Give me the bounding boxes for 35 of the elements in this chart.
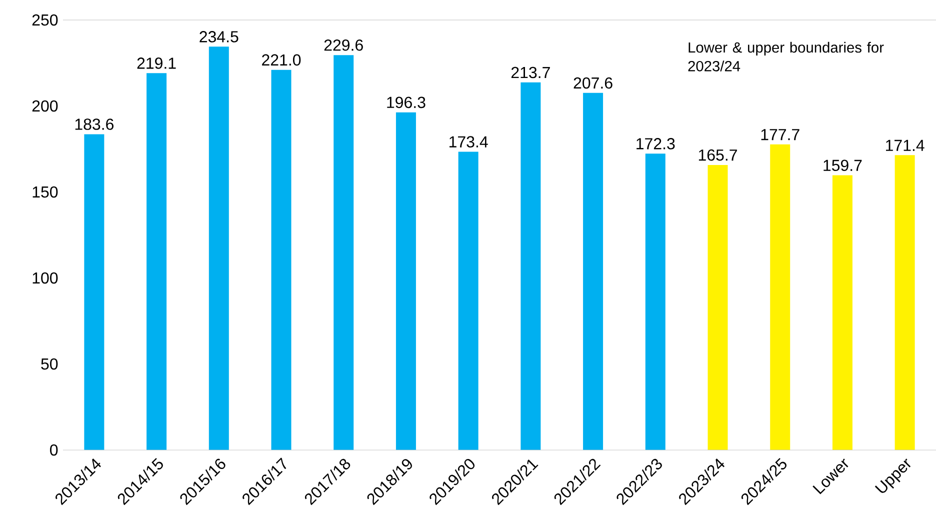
bar <box>271 70 292 450</box>
bar <box>520 82 541 450</box>
bar <box>894 155 915 450</box>
bar <box>458 152 478 450</box>
data-label: 219.1 <box>137 58 176 69</box>
bar <box>84 134 104 450</box>
data-label: 207.6 <box>574 77 612 89</box>
data-label: 196.3 <box>387 96 426 108</box>
y-tick-label: 150 <box>32 186 58 198</box>
data-label: 221.0 <box>262 54 301 66</box>
data-label: 177.7 <box>761 129 800 140</box>
y-tick-label: 50 <box>41 358 58 370</box>
data-label: 165.7 <box>698 149 737 161</box>
y-tick-label: 0 <box>50 444 58 456</box>
data-label: 159.7 <box>824 160 862 172</box>
bar <box>770 144 790 450</box>
data-label: 173.4 <box>450 136 488 148</box>
annotation: Lower & upper boundaries for 2023/24 <box>688 42 884 72</box>
y-tick-label: 100 <box>32 272 58 284</box>
data-label: 172.3 <box>636 138 675 150</box>
data-label: 213.7 <box>511 66 550 78</box>
bar <box>334 55 354 450</box>
data-label: 229.6 <box>324 39 363 51</box>
y-tick-label: 200 <box>32 100 58 112</box>
bar <box>645 154 666 450</box>
bar <box>208 46 229 450</box>
bar <box>146 73 167 450</box>
bar <box>396 112 416 450</box>
data-label: 171.4 <box>886 140 924 151</box>
bar <box>583 92 604 450</box>
bar <box>708 164 728 450</box>
y-tick-label: 250 <box>32 14 58 26</box>
data-label: 183.6 <box>75 118 114 130</box>
bar <box>832 175 852 450</box>
data-label: 234.5 <box>200 31 238 42</box>
